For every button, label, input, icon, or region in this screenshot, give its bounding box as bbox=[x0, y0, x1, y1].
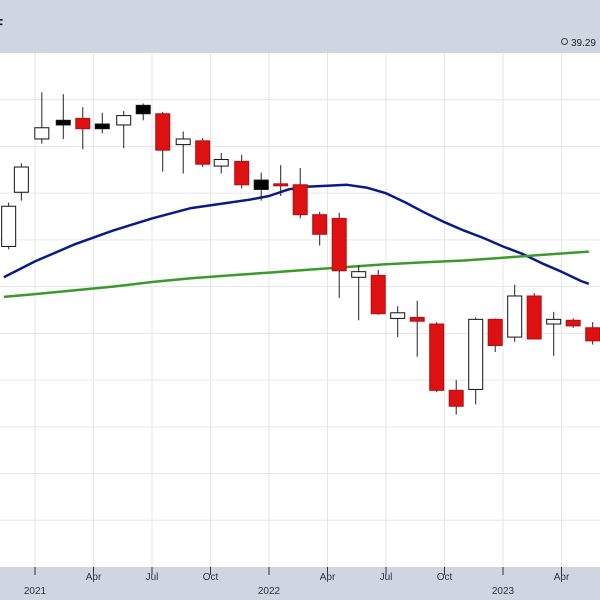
candle-body-17 bbox=[331, 217, 347, 272]
series-line-ma_long bbox=[3, 250, 589, 299]
candle-5 bbox=[94, 112, 110, 134]
candle-body-4 bbox=[75, 117, 91, 130]
candle-body-7 bbox=[135, 104, 151, 115]
candle-body-12 bbox=[234, 160, 250, 186]
candle-24 bbox=[468, 317, 484, 405]
x-year-label-8: 2023 bbox=[492, 586, 515, 597]
candle-25 bbox=[487, 318, 503, 353]
candle-27 bbox=[526, 293, 542, 340]
x-year-label-4: 2022 bbox=[258, 586, 281, 597]
candle-body-1 bbox=[13, 166, 29, 193]
readout-dot-icon bbox=[560, 38, 568, 45]
candle-body-21 bbox=[409, 316, 425, 322]
candle-body-18 bbox=[351, 271, 367, 278]
candle-body-15 bbox=[292, 184, 308, 216]
candle-body-27 bbox=[526, 295, 542, 340]
chart-header-panel: F 39.29 bbox=[0, 0, 600, 53]
price-readout: 39.29 bbox=[560, 38, 596, 49]
candle-body-20 bbox=[390, 312, 406, 319]
candle-7 bbox=[135, 103, 151, 121]
candle-body-23 bbox=[448, 389, 464, 407]
x-tick-label-2: Jul bbox=[146, 572, 159, 583]
candle-1 bbox=[13, 163, 29, 201]
x-tick-label-5: Apr bbox=[320, 572, 336, 583]
candle-0 bbox=[1, 202, 17, 250]
candle-16 bbox=[312, 211, 328, 246]
candle-4 bbox=[75, 107, 91, 150]
candle-22 bbox=[429, 322, 445, 393]
candle-body-8 bbox=[155, 113, 171, 151]
candle-body-2 bbox=[34, 127, 50, 140]
candle-13 bbox=[253, 172, 269, 201]
candle-body-16 bbox=[312, 214, 328, 235]
candle-28 bbox=[546, 311, 562, 356]
candle-body-28 bbox=[546, 318, 562, 325]
candle-body-9 bbox=[175, 138, 191, 146]
chart-title-fragment: F bbox=[0, 16, 3, 33]
candle-3 bbox=[55, 94, 71, 139]
candle-body-11 bbox=[213, 159, 229, 167]
candle-2 bbox=[34, 92, 50, 144]
candle-30 bbox=[585, 322, 600, 345]
x-tick-label-1: Apr bbox=[86, 572, 102, 583]
candle-body-30 bbox=[585, 327, 600, 342]
candle-body-26 bbox=[507, 295, 523, 338]
candle-body-22 bbox=[429, 323, 445, 391]
candle-body-14 bbox=[273, 183, 289, 187]
candle-26 bbox=[507, 284, 523, 342]
candle-9 bbox=[175, 131, 191, 174]
candle-18 bbox=[351, 265, 367, 321]
x-axis-panel bbox=[0, 567, 600, 600]
candle-6 bbox=[116, 110, 132, 149]
candle-body-6 bbox=[116, 115, 132, 126]
candle-body-13 bbox=[253, 179, 269, 190]
price-readout-value: 39.29 bbox=[570, 38, 596, 49]
candle-body-24 bbox=[468, 318, 484, 390]
candle-body-5 bbox=[94, 123, 110, 130]
candle-12 bbox=[234, 154, 250, 189]
candle-11 bbox=[213, 152, 229, 174]
candle-body-29 bbox=[565, 319, 581, 327]
x-tick-label-3: Oct bbox=[203, 572, 219, 583]
candle-29 bbox=[565, 318, 581, 328]
candle-8 bbox=[155, 111, 171, 172]
candle-15 bbox=[292, 167, 308, 219]
candle-23 bbox=[448, 380, 464, 415]
x-axis-ticks: 2021 Apr Jul Oct 2022 Apr Jul Oct 2023 Apr bbox=[24, 567, 570, 597]
candle-body-10 bbox=[195, 140, 211, 165]
x-year-label-0: 2021 bbox=[24, 586, 47, 597]
candle-body-19 bbox=[370, 274, 386, 315]
candle-21 bbox=[409, 300, 425, 357]
candle-body-0 bbox=[1, 205, 17, 247]
x-tick-label-9: Apr bbox=[554, 572, 570, 583]
series-line-ma_short bbox=[3, 183, 590, 285]
candle-20 bbox=[390, 306, 406, 338]
x-tick-label-6: Jul bbox=[380, 572, 393, 583]
x-tick-label-7: Oct bbox=[437, 572, 453, 583]
candlesticks bbox=[1, 92, 600, 415]
candle-body-3 bbox=[55, 119, 71, 126]
moving-averages bbox=[3, 183, 590, 299]
candle-10 bbox=[195, 138, 211, 168]
candle-17 bbox=[331, 212, 347, 298]
candle-19 bbox=[370, 269, 386, 315]
candle-body-25 bbox=[487, 318, 503, 347]
candle-14 bbox=[273, 165, 289, 196]
